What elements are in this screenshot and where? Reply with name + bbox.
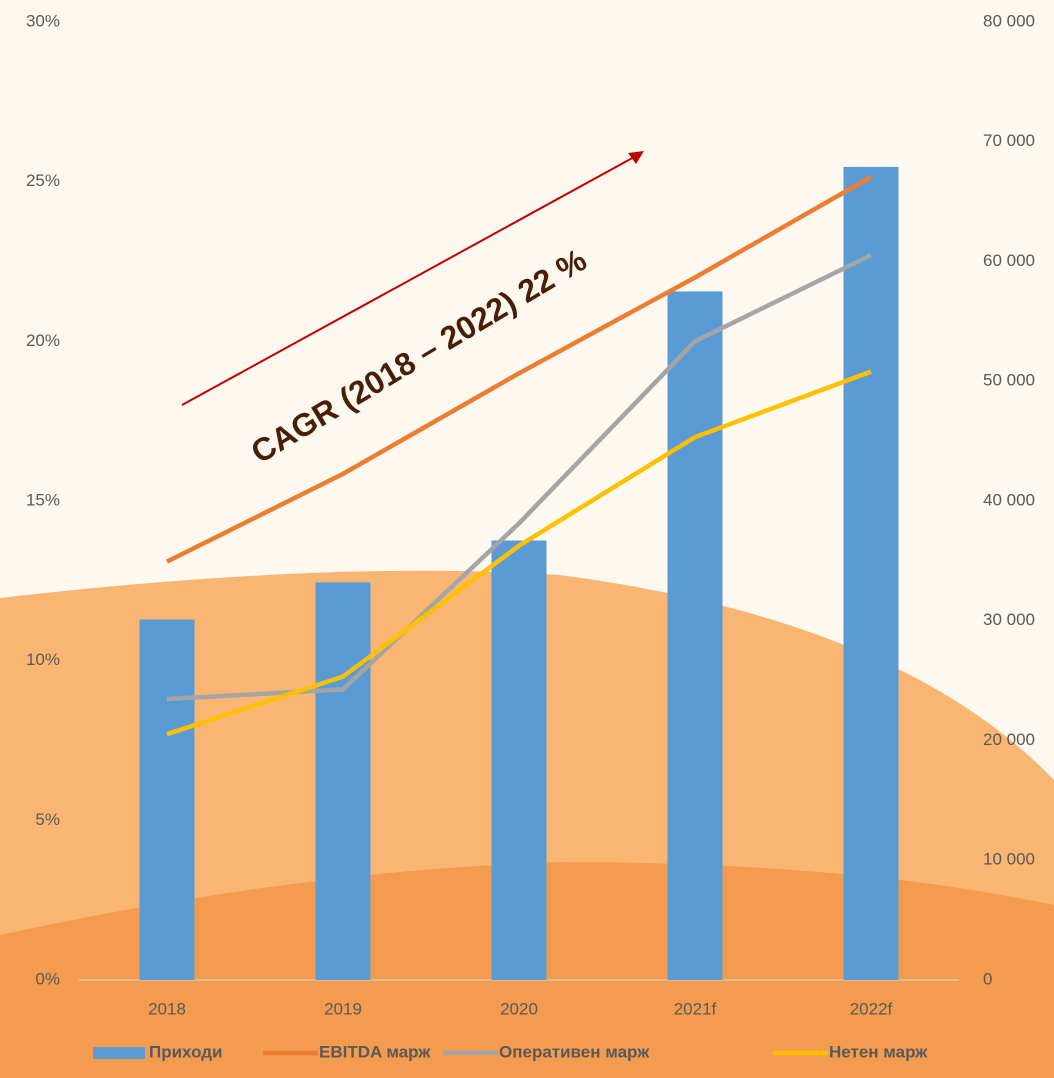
y-tick-label: 15% (26, 490, 60, 509)
y2-tick-label: 40 000 (983, 490, 1035, 509)
y2-tick-label: 10 000 (983, 850, 1035, 869)
x-tick-label: 2020 (500, 999, 538, 1018)
x-tick-label: 2018 (148, 999, 186, 1018)
plot: 0% 5% 10% 15% 20% 25% 30% 0 10 000 20 000 30 000 40… (26, 11, 1035, 1061)
y-tick-label: 10% (26, 650, 60, 669)
bar (667, 291, 723, 980)
y2-tick-label: 70 000 (983, 131, 1035, 150)
y-tick-label: 30% (26, 11, 60, 30)
legend-label: Оперативен марж (499, 1042, 650, 1061)
legend-label: EBITDA марж (319, 1042, 431, 1061)
y2-tick-label: 20 000 (983, 730, 1035, 749)
y2-tick-label: 30 000 (983, 610, 1035, 629)
line (165, 174, 873, 564)
y2-tick-label: 50 000 (983, 371, 1035, 390)
line (166, 369, 872, 737)
arrow-head (628, 151, 644, 164)
bar (139, 619, 195, 980)
x-tick-label: 2019 (324, 999, 362, 1018)
y2-tick-label: 80 000 (983, 11, 1035, 30)
line (166, 253, 872, 702)
legend-label: Приходи (149, 1042, 223, 1061)
x-tick-label: 2021f (674, 999, 717, 1018)
bar (315, 582, 371, 980)
x-tick-label: 2022f (850, 999, 893, 1018)
y2-tick-label: 60 000 (983, 251, 1035, 270)
trend-arrow (181, 155, 637, 406)
bar (491, 540, 547, 980)
bar (843, 166, 899, 980)
y2-tick-label: 0 (983, 969, 992, 988)
legend-swatch (93, 1047, 145, 1059)
y-tick-label: 0% (35, 969, 60, 988)
y-tick-label: 20% (26, 331, 60, 350)
y-tick-label: 5% (35, 810, 60, 829)
y-tick-label: 25% (26, 171, 60, 190)
legend-label: Нетен марж (829, 1042, 928, 1061)
